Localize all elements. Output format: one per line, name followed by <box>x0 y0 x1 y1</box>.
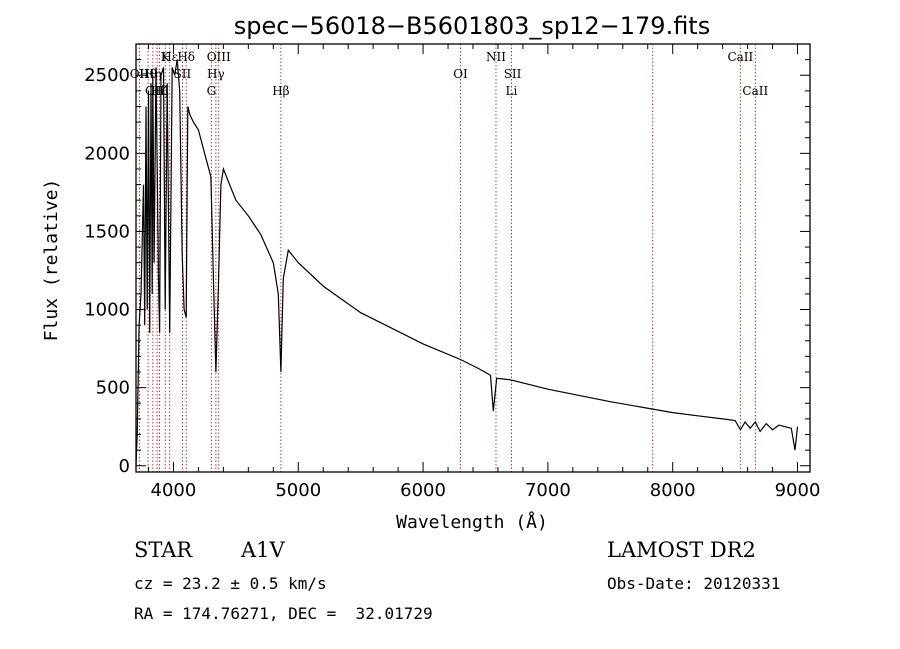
x-tick-label: 4000 <box>151 480 197 501</box>
ra-dec-coordinates: RA = 174.76271, DEC = 32.01729 <box>134 604 433 623</box>
plot-frame <box>135 43 811 473</box>
line-label: Hγ <box>207 67 225 81</box>
line-label: NII <box>486 50 506 64</box>
object-subclass: A1V <box>241 538 285 562</box>
line-label: K <box>161 50 171 64</box>
line-label: Hθ <box>139 67 157 81</box>
y-tick-label: 0 <box>119 456 130 477</box>
line-label: Hη <box>144 67 162 81</box>
line-label: Hδ <box>177 50 195 64</box>
y-tick-label: 1000 <box>84 300 130 321</box>
line-label: Li <box>506 84 518 98</box>
x-axis-label: Wavelength (Å) <box>396 511 548 533</box>
x-tick-label: 5000 <box>275 480 321 501</box>
chart-title: spec−56018−B5601803_sp12−179.fits <box>234 12 710 40</box>
line-label: OI <box>453 67 468 81</box>
y-tick-label: 1500 <box>84 221 130 242</box>
line-label: Hβ <box>272 84 289 98</box>
x-axis-ticks: 4000 5000 6000 7000 8000 9000 <box>147 44 821 501</box>
x-tick-label: 9000 <box>775 480 821 501</box>
y-axis-label: Flux (relative) <box>41 179 62 342</box>
spectral-line-markers <box>138 44 756 472</box>
redshift-cz: cz = 23.2 ± 0.5 km/s <box>134 574 327 593</box>
spectrum-line <box>135 59 799 466</box>
line-label: CaII <box>727 50 753 64</box>
line-label: CaII <box>742 84 768 98</box>
x-tick-label: 6000 <box>400 480 446 501</box>
y-tick-label: 500 <box>96 378 130 399</box>
observation-date: Obs-Date: 20120331 <box>607 574 781 593</box>
x-tick-label: 7000 <box>525 480 571 501</box>
object-class: STAR <box>134 538 193 562</box>
line-label: OII <box>130 67 150 81</box>
survey-name: LAMOST DR2 <box>607 538 756 562</box>
line-label: G <box>207 84 217 98</box>
line-label: Hζ <box>151 84 168 98</box>
line-label: OIII <box>207 50 231 64</box>
y-tick-label: 2500 <box>84 65 130 86</box>
y-tick-label: 2000 <box>84 143 130 164</box>
x-tick-label: 8000 <box>650 480 696 501</box>
y-axis-ticks: 0 500 1000 1500 2000 2500 <box>84 59 810 477</box>
line-label: SII <box>504 67 522 81</box>
